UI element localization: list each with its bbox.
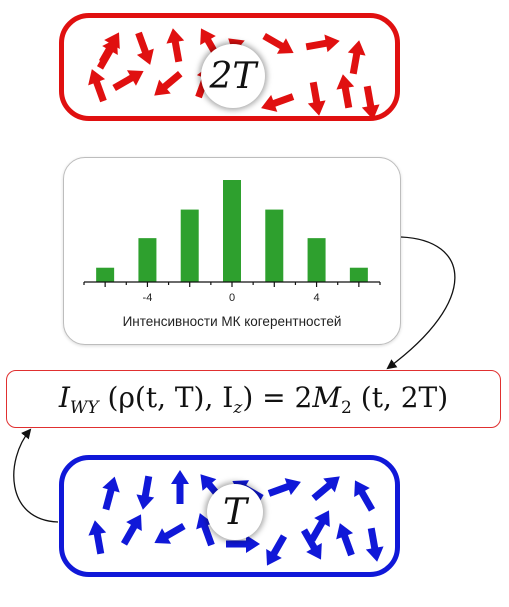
bar-coherence-order--2 (180, 209, 199, 282)
blue-spin-arrow (266, 534, 288, 566)
red-spin-arrow (305, 34, 340, 53)
blue-spin-arrow (336, 523, 355, 557)
chart-to-formula-connector (386, 236, 456, 370)
formula-lhs-subscript: WY (69, 397, 99, 418)
bar-coherence-order--4 (138, 238, 157, 282)
red-spin-arrow (262, 32, 294, 54)
time-label-2t: 2T (201, 44, 265, 108)
x-tick-label: -4 (143, 292, 153, 304)
red-spin-arrow (135, 31, 154, 65)
red-spin-arrow (336, 74, 355, 109)
formula-rhs-subscript: 2 (341, 397, 352, 418)
blue-spin-arrow (365, 527, 384, 562)
blue-spin-arrow (300, 528, 322, 560)
formula-rhs-symbol: M (312, 380, 342, 414)
mq-coherence-chart-panel: -4 0 4 Интенсивности МК когерентностей (63, 157, 401, 345)
bar-coherence-order-4 (307, 238, 326, 282)
red-spin-arrow (261, 93, 295, 112)
blue-spin-arrow (311, 476, 340, 501)
bar-coherence-order-6 (349, 267, 368, 282)
blue-spin-arrow (171, 470, 189, 504)
red-spin-arrow (88, 69, 107, 103)
blue-spin-arrow (267, 478, 301, 497)
formula-equals: = (262, 380, 286, 414)
bar-coherence-order-0 (223, 180, 241, 282)
formula-args-close: ) (242, 380, 254, 414)
formula-args: (ρ(t, T), I (107, 380, 234, 414)
formula-args-subscript: z (233, 397, 243, 418)
mq-coherence-bar-chart: -4 0 4 (83, 180, 381, 304)
red-spin-arrow (112, 70, 144, 92)
red-spin-arrow (361, 85, 380, 116)
x-tick-label: 4 (314, 292, 320, 304)
formula-rhs-args: (t, 2T) (360, 380, 449, 414)
red-spin-arrow (307, 81, 326, 116)
time-label-t: T (207, 484, 263, 540)
bar-coherence-order--6 (96, 267, 115, 282)
blue-spin-arrow (102, 476, 120, 511)
formula-expression: IWY (ρ(t, T), Iz) = 2M2 (t, 2T) (59, 381, 448, 418)
formula-rhs-coeff: 2 (294, 380, 313, 414)
red-spin-arrow (166, 28, 185, 63)
blue-spin-arrow (154, 522, 186, 544)
formula-lhs-symbol: I (58, 380, 70, 414)
red-spin-arrow (347, 40, 366, 75)
blue-spin-arrow (136, 475, 155, 510)
chart-xlabel: Интенсивности МК когерентностей (122, 314, 342, 329)
blue-spin-arrow (120, 514, 142, 546)
bar-coherence-order-2 (265, 209, 284, 282)
blue-spin-arrow (226, 535, 260, 553)
blue-spin-arrow (196, 513, 215, 547)
blue-spin-arrow (308, 510, 330, 542)
spin-arrows-2t (88, 28, 380, 116)
formula-box: IWY (ρ(t, T), Iz) = 2M2 (t, 2T) (6, 370, 501, 428)
blue-spin-arrow (354, 480, 376, 512)
t-panel-to-formula-connector (13, 428, 59, 523)
blue-spin-arrow (88, 520, 107, 555)
x-tick-label: 0 (229, 292, 235, 304)
red-spin-arrow (96, 38, 118, 70)
red-spin-arrow (154, 71, 183, 96)
